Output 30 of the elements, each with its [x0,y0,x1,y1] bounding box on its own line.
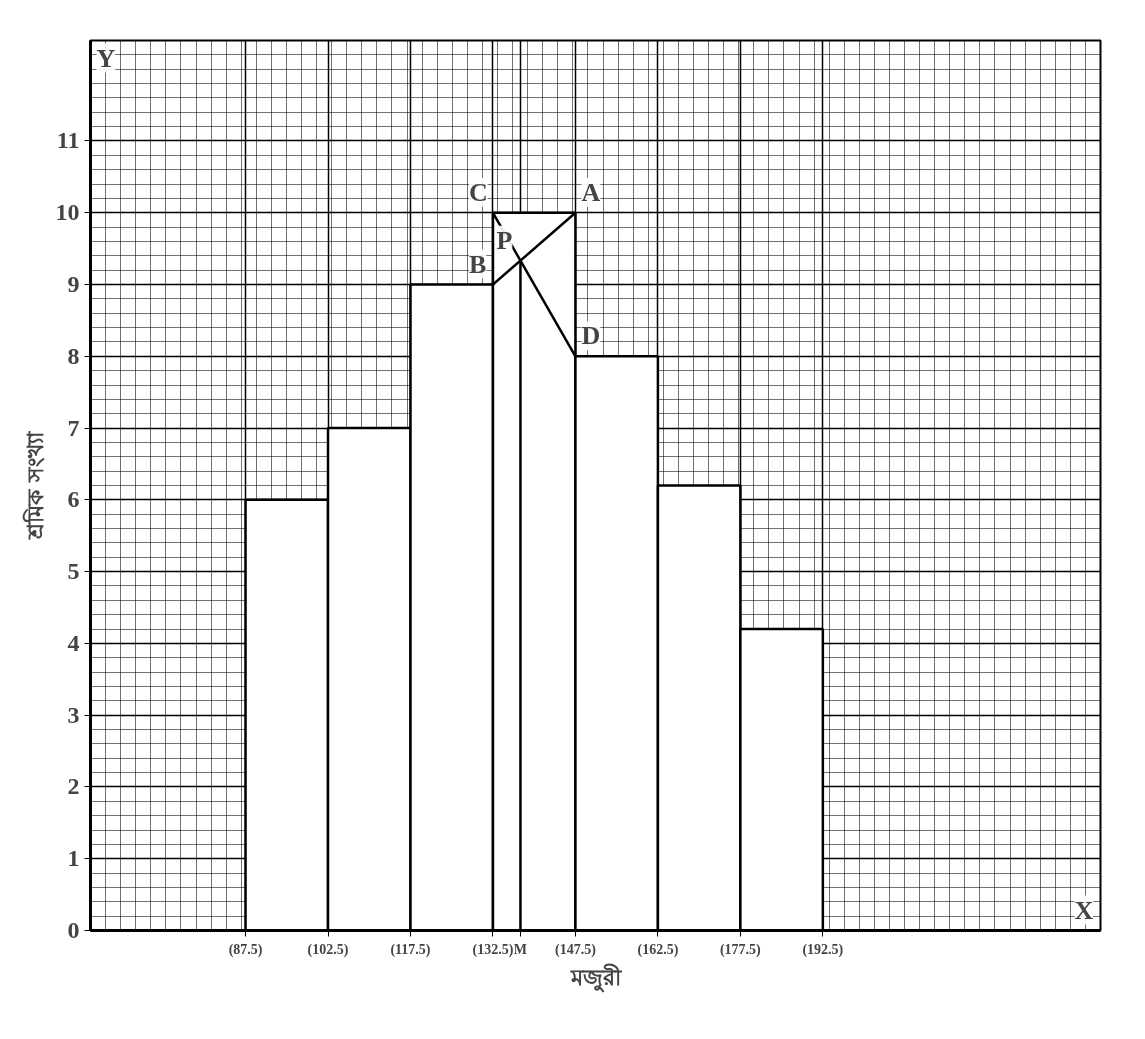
y-tick-label: 10 [55,199,80,226]
annotation: A [581,177,601,207]
y-tick-label: 4 [67,629,80,656]
y-tick-label: 2 [67,773,80,800]
x-tick-label: (132.5) [472,941,514,958]
y-axis-title: শ্রমিক সংখ্যা [21,430,48,540]
x-tick-label: (87.5) [228,941,263,958]
y-tick-label: 0 [67,917,80,943]
annotation: C [468,177,488,207]
x-tick-label: M [513,941,528,957]
y-tick-label: 3 [67,701,80,728]
y-tick-label: 9 [67,271,80,298]
x-tick-label: (147.5) [555,941,597,958]
annotation: P [496,225,513,255]
annotation: D [581,321,601,351]
x-tick-label: (177.5) [719,941,762,958]
y-tick-label: 6 [67,486,80,513]
y-tick-label: 5 [67,558,80,585]
x-tick-label: (162.5) [637,941,679,958]
y-tick-label: 11 [56,127,80,154]
annotation: X [1074,895,1094,925]
y-tick-label: 1 [67,845,80,872]
y-tick-label: 7 [67,414,80,441]
x-tick-label: (117.5) [390,941,431,958]
x-tick-label: (102.5) [307,941,349,958]
y-tick-label: 8 [67,342,80,369]
x-tick-label: (192.5) [802,941,844,958]
x-axis-title: মজুরী [569,962,622,993]
annotation: B [468,249,487,279]
annotation: Y [96,43,116,73]
